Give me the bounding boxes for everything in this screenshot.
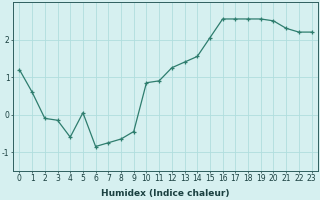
X-axis label: Humidex (Indice chaleur): Humidex (Indice chaleur) xyxy=(101,189,230,198)
